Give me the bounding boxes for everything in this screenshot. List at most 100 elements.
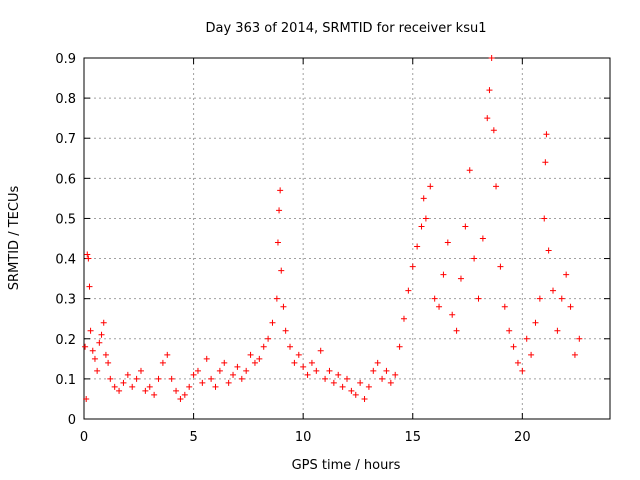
data-point xyxy=(86,283,93,290)
data-point xyxy=(528,351,535,358)
data-point xyxy=(190,371,197,378)
data-point xyxy=(484,115,491,122)
y-tick-label: 0.5 xyxy=(55,212,76,227)
data-point xyxy=(238,375,245,382)
data-point xyxy=(514,359,521,366)
y-tick-label: 0.7 xyxy=(55,132,76,147)
data-point xyxy=(181,391,188,398)
data-point xyxy=(308,359,315,366)
x-tick-label: 10 xyxy=(295,430,312,445)
data-point xyxy=(486,87,493,94)
data-point xyxy=(234,363,241,370)
data-point xyxy=(541,215,548,222)
data-point xyxy=(519,367,526,374)
plot-frame xyxy=(83,57,611,420)
data-point xyxy=(278,267,285,274)
data-point xyxy=(422,215,429,222)
data-point xyxy=(133,375,140,382)
data-point xyxy=(536,295,543,302)
data-point xyxy=(291,359,298,366)
data-point xyxy=(379,375,386,382)
y-tick-label: 0.9 xyxy=(55,52,76,67)
data-point xyxy=(173,387,180,394)
data-point xyxy=(159,359,166,366)
data-point xyxy=(405,287,412,294)
data-point xyxy=(208,375,215,382)
data-point xyxy=(100,319,107,326)
data-point xyxy=(300,363,307,370)
data-point xyxy=(91,355,98,362)
data-point xyxy=(506,327,513,334)
data-point xyxy=(352,391,359,398)
data-point xyxy=(339,383,346,390)
data-point xyxy=(420,195,427,202)
data-point xyxy=(260,343,267,350)
data-point xyxy=(409,263,416,270)
data-point xyxy=(457,275,464,282)
x-tick-label: 0 xyxy=(80,430,88,445)
data-point xyxy=(164,351,171,358)
data-point xyxy=(431,295,438,302)
data-point xyxy=(251,359,258,366)
data-point xyxy=(105,359,112,366)
data-point xyxy=(510,343,517,350)
data-point xyxy=(543,131,550,138)
y-tick-label: 0.3 xyxy=(55,293,76,308)
data-point xyxy=(155,375,162,382)
x-axis: 0 5 10 15 20 xyxy=(80,58,531,445)
data-point xyxy=(571,351,578,358)
data-point xyxy=(365,383,372,390)
data-point xyxy=(277,187,284,194)
data-point xyxy=(490,127,497,134)
data-point xyxy=(479,235,486,242)
data-point xyxy=(444,239,451,246)
data-point xyxy=(335,371,342,378)
data-point xyxy=(383,367,390,374)
y-tick-label: 0 xyxy=(68,413,76,428)
data-point xyxy=(221,359,228,366)
data-point xyxy=(357,379,364,386)
data-point xyxy=(370,367,377,374)
y-tick-label: 0.8 xyxy=(55,92,76,107)
data-point xyxy=(326,367,333,374)
data-point xyxy=(466,167,473,174)
data-point xyxy=(137,367,144,374)
data-point xyxy=(567,303,574,310)
data-point xyxy=(84,251,91,258)
data-point xyxy=(542,159,549,166)
data-point xyxy=(265,335,272,342)
data-point xyxy=(436,303,443,310)
data-point xyxy=(400,315,407,322)
data-point xyxy=(361,395,368,402)
x-tick-label: 20 xyxy=(514,430,531,445)
data-point xyxy=(120,379,127,386)
data-point xyxy=(129,383,136,390)
data-point xyxy=(83,395,90,402)
x-tick-label: 5 xyxy=(189,430,197,445)
data-point xyxy=(212,383,219,390)
data-point xyxy=(287,343,294,350)
data-point xyxy=(273,295,280,302)
data-point xyxy=(225,379,232,386)
data-point xyxy=(471,255,478,262)
data-point xyxy=(488,55,495,61)
data-point xyxy=(216,367,223,374)
data-point xyxy=(85,255,92,262)
data-point xyxy=(414,243,421,250)
data-series xyxy=(82,55,583,402)
data-point xyxy=(168,375,175,382)
data-point xyxy=(102,351,109,358)
data-point xyxy=(142,387,149,394)
y-axis: 0 0.1 0.2 0.3 0.4 0.5 0.6 0.7 0.8 0.9 xyxy=(55,52,610,428)
data-point xyxy=(295,351,302,358)
y-tick-label: 0.2 xyxy=(55,333,76,348)
data-point xyxy=(82,343,89,350)
data-point xyxy=(269,319,276,326)
data-point xyxy=(374,359,381,366)
data-point xyxy=(317,347,324,354)
data-point xyxy=(322,375,329,382)
chart-title: Day 363 of 2014, SRMTID for receiver ksu… xyxy=(206,21,487,36)
data-point xyxy=(199,379,206,386)
data-point xyxy=(116,387,123,394)
